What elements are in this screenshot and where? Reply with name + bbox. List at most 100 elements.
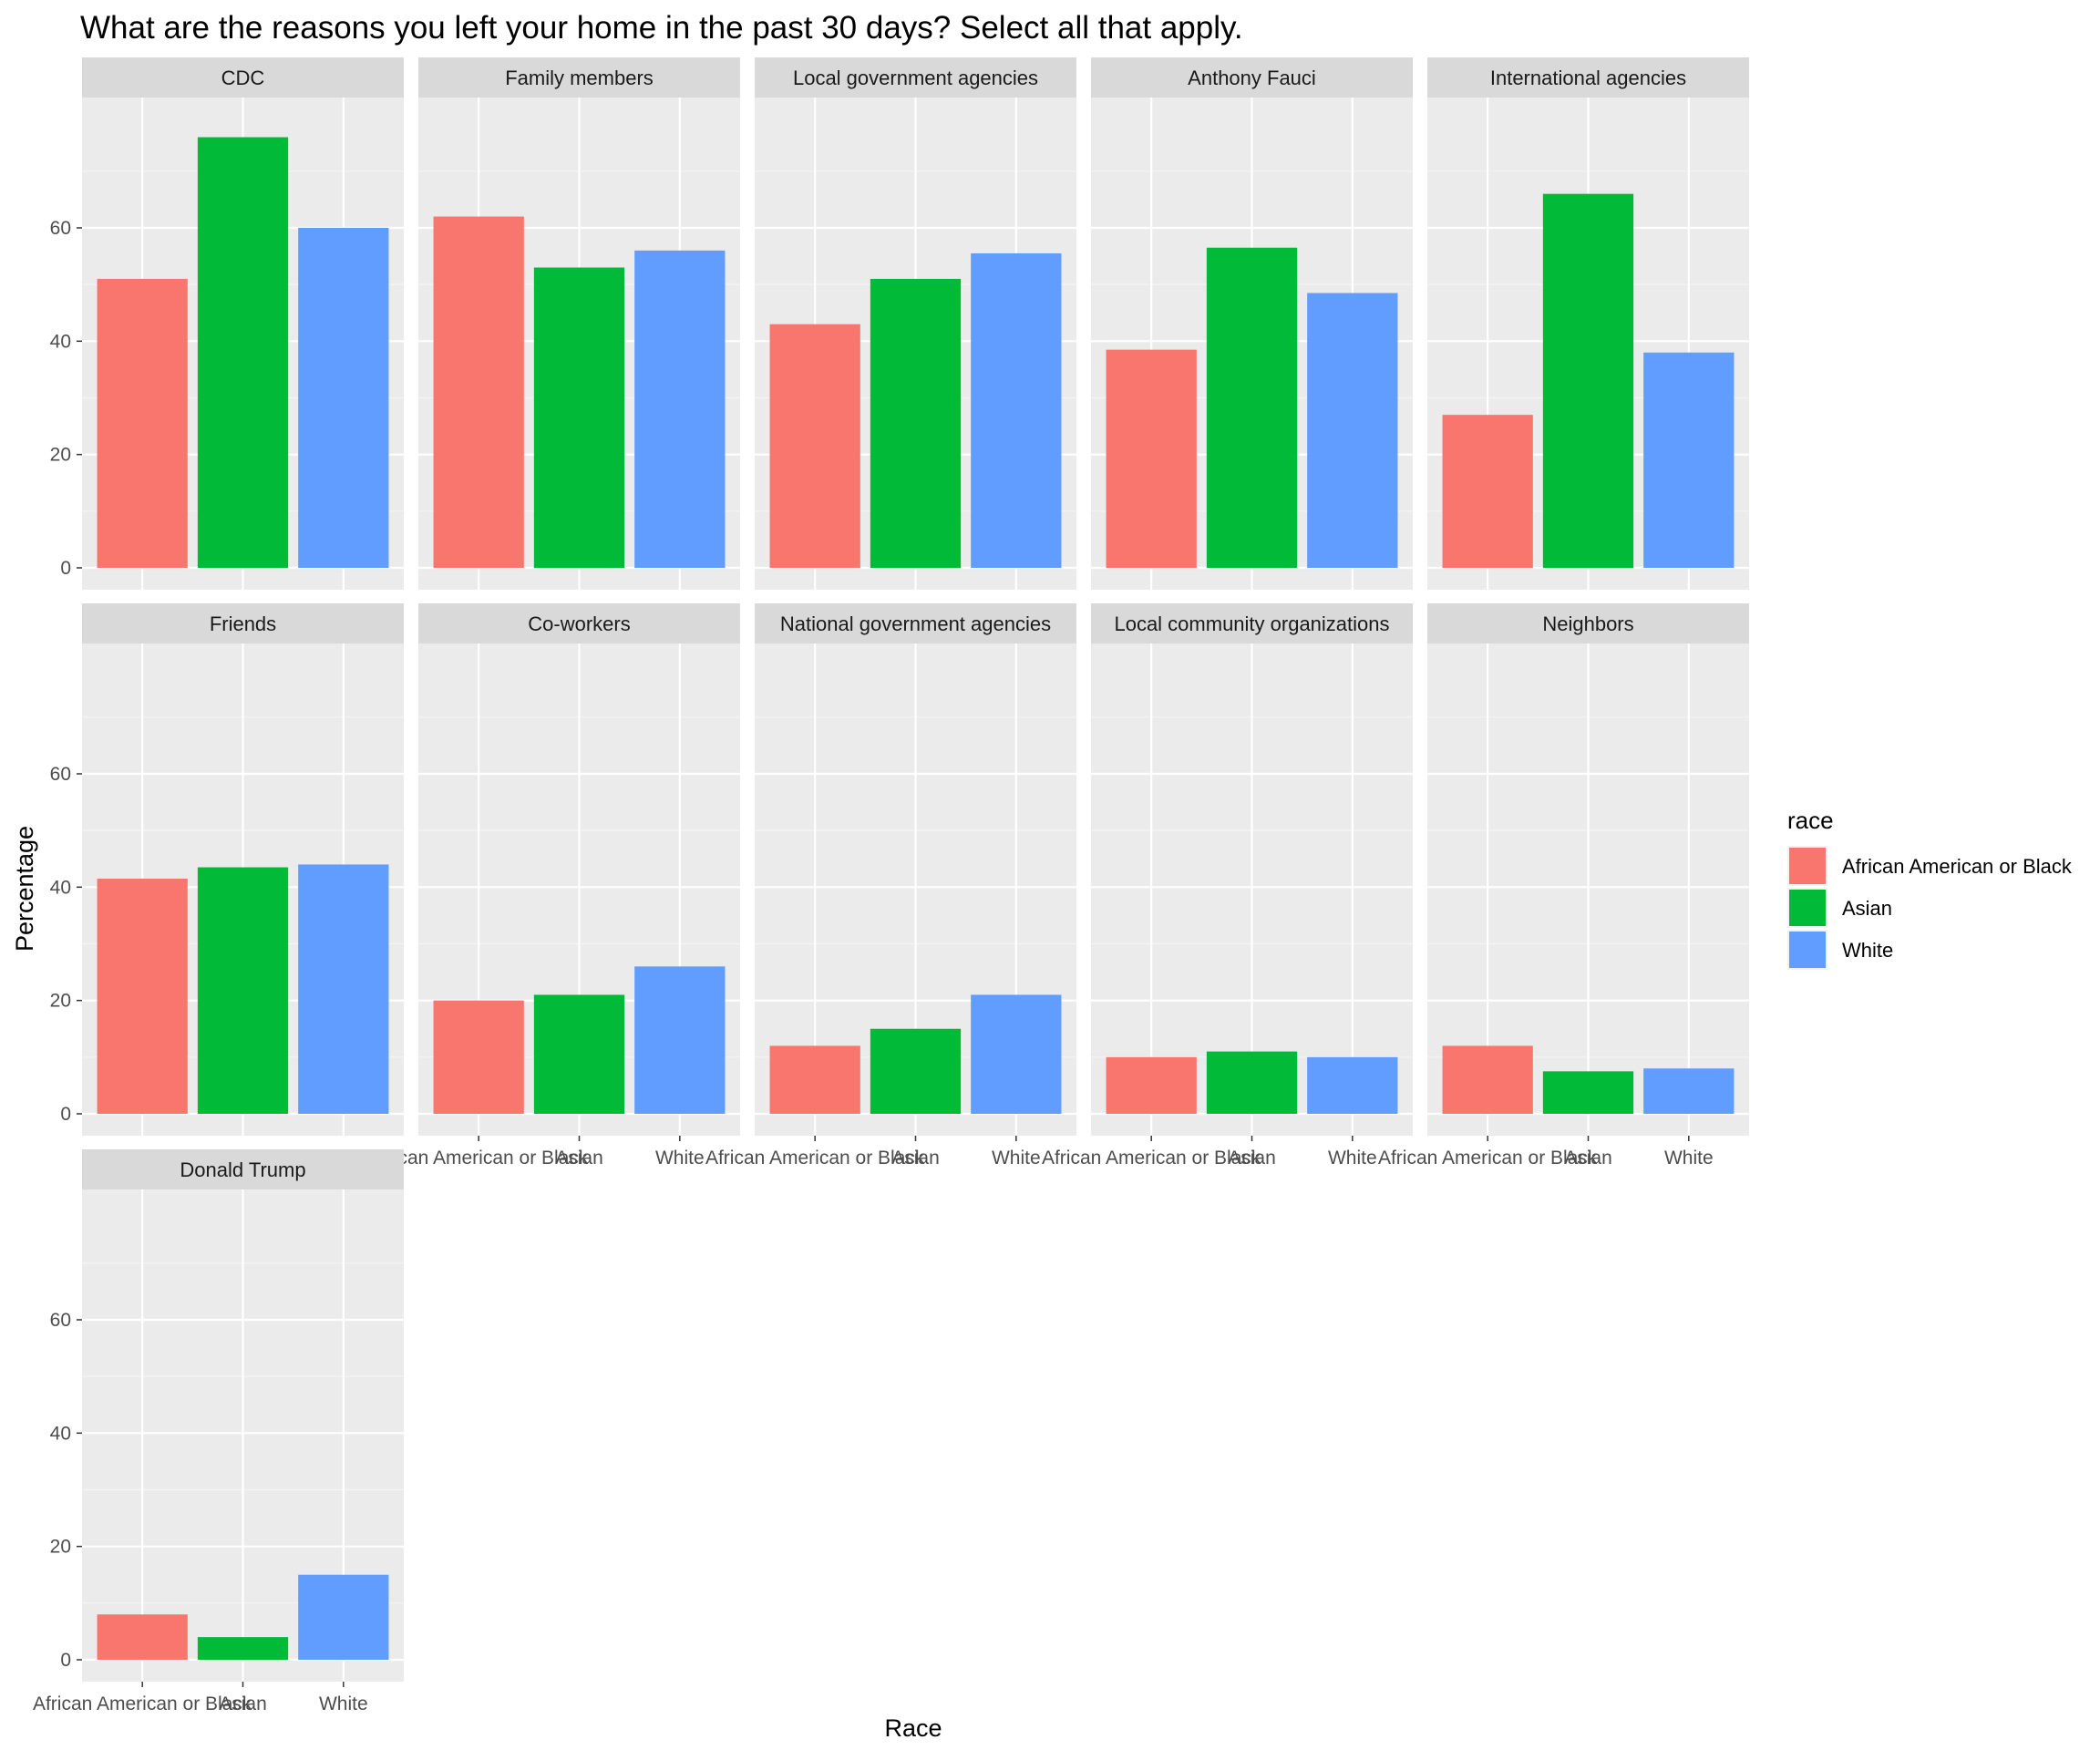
strip-label: Co-workers — [528, 612, 630, 635]
strip-international-agencies — [1427, 57, 1749, 98]
y-tick-label: 20 — [50, 1537, 71, 1558]
x-tick-label: Asian — [891, 1148, 940, 1168]
strip-family-members — [418, 57, 740, 98]
bar-co-workers-african-american-or-black — [433, 1000, 524, 1114]
y-tick-label: 40 — [50, 331, 71, 352]
bar-co-workers-asian — [533, 994, 625, 1114]
strip-anthony-fauci — [1091, 57, 1413, 98]
bar-anthony-fauci-asian — [1206, 247, 1298, 568]
y-tick-label: 0 — [60, 1650, 71, 1671]
x-tick-label: White — [1328, 1148, 1377, 1168]
bar-international-agencies-african-american-or-black — [1442, 415, 1533, 568]
x-axis-title: Race — [884, 1714, 942, 1742]
panel-local-community-organizations: Local community organizations African Ame… — [1042, 603, 1413, 1168]
facet-panels: CDC 0 20 40 60 Family members Local government… — [33, 57, 1749, 1714]
strip-label: Neighbors — [1542, 612, 1633, 635]
bar-local-government-agencies-white — [971, 252, 1062, 568]
y-tick-label: 40 — [50, 1423, 71, 1444]
bar-national-government-agencies-african-american-or-black — [769, 1045, 860, 1114]
x-tick-label: White — [655, 1148, 705, 1168]
y-tick-label: 20 — [50, 445, 71, 466]
x-tick-label: African American or Black — [1042, 1148, 1261, 1168]
strip-neighbors — [1427, 603, 1749, 643]
bar-international-agencies-white — [1643, 352, 1735, 568]
x-tick-label: Asian — [1564, 1148, 1612, 1168]
bar-neighbors-asian — [1542, 1071, 1634, 1114]
strip-label: Local government agencies — [793, 67, 1038, 89]
bar-neighbors-white — [1643, 1068, 1735, 1114]
legend-label-african-american-or-black: African American or Black — [1842, 855, 2073, 878]
bar-national-government-agencies-asian — [870, 1028, 962, 1114]
legend: race African American or Black Asian White — [1787, 807, 2073, 970]
legend-swatch-african-american-or-black — [1789, 848, 1826, 884]
x-tick-label: African American or Black — [705, 1148, 925, 1168]
y-tick-label: 40 — [50, 877, 71, 898]
bar-local-community-organizations-asian — [1206, 1051, 1298, 1114]
y-tick-label: 20 — [50, 991, 71, 1012]
strip-donald-trump — [82, 1149, 404, 1189]
panel-anthony-fauci: Anthony Fauci — [1091, 57, 1413, 590]
bar-friends-white — [298, 864, 389, 1114]
y-tick-label: 60 — [50, 1310, 71, 1331]
strip-label: CDC — [221, 67, 265, 89]
bar-friends-african-american-or-black — [97, 879, 188, 1114]
x-tick-label: White — [992, 1148, 1041, 1168]
legend-swatch-asian — [1789, 890, 1826, 926]
strip-label: Family members — [505, 67, 654, 89]
bar-local-government-agencies-african-american-or-black — [769, 324, 860, 568]
bar-anthony-fauci-african-american-or-black — [1106, 349, 1197, 568]
x-tick-label: White — [1664, 1148, 1714, 1168]
bar-national-government-agencies-white — [971, 994, 1062, 1114]
y-tick-label: 60 — [50, 218, 71, 239]
legend-label-asian: Asian — [1842, 897, 1892, 920]
y-axis-title: Percentage — [11, 826, 38, 952]
panel-cdc: CDC 0 20 40 60 — [50, 57, 404, 590]
panel-national-government-agencies: National government agencies African Amer… — [705, 603, 1076, 1168]
bar-family-members-african-american-or-black — [433, 216, 524, 569]
x-tick-label: African American or Black — [369, 1148, 589, 1168]
legend-label-white: White — [1842, 939, 1893, 962]
panel-friends: Friends 0 20 40 60 — [50, 603, 404, 1136]
x-tick-label: Asian — [555, 1148, 603, 1168]
bar-international-agencies-asian — [1542, 193, 1634, 568]
strip-local-government-agencies — [755, 57, 1076, 98]
y-tick-label: 60 — [50, 764, 71, 785]
bar-local-government-agencies-asian — [870, 278, 962, 568]
legend-swatch-white — [1789, 932, 1826, 968]
x-tick-label: Asian — [1228, 1148, 1276, 1168]
y-tick-label: 0 — [60, 1104, 71, 1125]
bar-donald-trump-african-american-or-black — [97, 1614, 188, 1660]
strip-cdc — [82, 57, 404, 98]
bar-cdc-african-american-or-black — [97, 278, 188, 568]
bar-anthony-fauci-white — [1307, 293, 1398, 568]
bar-friends-asian — [197, 867, 289, 1114]
strip-national-government-agencies — [755, 603, 1076, 643]
x-tick-label: White — [319, 1693, 368, 1714]
strip-co-workers — [418, 603, 740, 643]
panel-family-members: Family members — [418, 57, 740, 590]
bar-local-community-organizations-white — [1307, 1056, 1398, 1114]
y-tick-label: 0 — [60, 558, 71, 579]
bar-local-community-organizations-african-american-or-black — [1106, 1056, 1197, 1114]
bar-family-members-asian — [533, 267, 625, 568]
strip-label: Donald Trump — [180, 1158, 305, 1181]
bar-neighbors-african-american-or-black — [1442, 1045, 1533, 1114]
panel-co-workers: Co-workers African American or BlackAsian… — [369, 603, 740, 1168]
bar-co-workers-white — [634, 966, 726, 1114]
strip-label: National government agencies — [780, 612, 1051, 635]
strip-label: Friends — [210, 612, 276, 635]
bar-family-members-white — [634, 250, 726, 568]
bar-donald-trump-asian — [197, 1637, 289, 1660]
bar-donald-trump-white — [298, 1574, 389, 1660]
panel-donald-trump: Donald Trump 0 20 40 60 African American or B… — [33, 1149, 404, 1714]
bar-cdc-white — [298, 227, 389, 568]
strip-label: Anthony Fauci — [1188, 67, 1316, 89]
panel-local-government-agencies: Local government agencies — [755, 57, 1076, 590]
strip-label: Local community organizations — [1114, 612, 1389, 635]
legend-title: race — [1787, 807, 1834, 834]
x-tick-label: African American or Black — [33, 1693, 252, 1714]
panel-international-agencies: International agencies — [1427, 57, 1749, 590]
strip-label: International agencies — [1490, 67, 1686, 89]
